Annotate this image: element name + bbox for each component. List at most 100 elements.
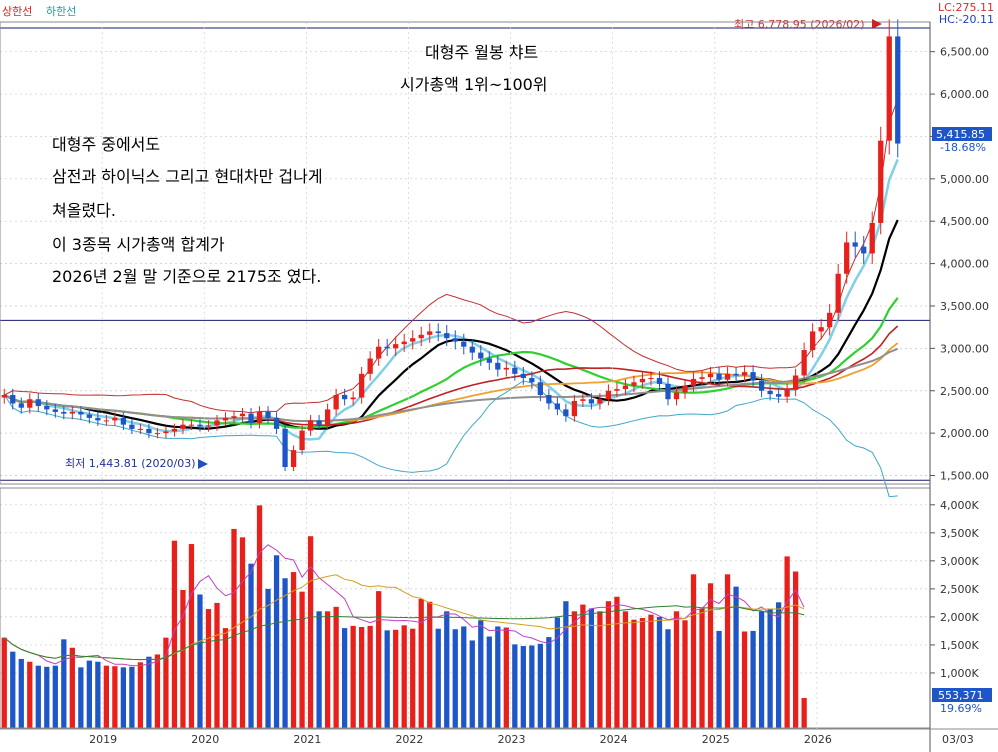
volume-bar — [707, 583, 714, 729]
candle-body — [580, 399, 586, 401]
candle-body — [376, 346, 382, 359]
volume-bar — [188, 544, 195, 729]
volume-bar — [690, 574, 697, 729]
candle-body — [656, 378, 663, 384]
year-tick-label: 2020 — [191, 733, 219, 746]
candle-body — [86, 414, 92, 418]
axes — [0, 21, 998, 752]
candle-body — [461, 341, 467, 347]
volume-bar — [741, 631, 748, 729]
candle-body — [801, 350, 807, 376]
candle-body — [571, 400, 578, 417]
candle-body — [154, 433, 161, 435]
volume-bar — [427, 601, 433, 729]
volume-bar — [341, 628, 348, 729]
volume-bar — [129, 666, 135, 729]
candle-body — [27, 399, 33, 408]
candle-body — [290, 450, 297, 468]
volume-bar — [95, 661, 101, 729]
candle-body — [605, 390, 612, 400]
volume-ma5-line — [3, 544, 805, 667]
candle-body — [273, 417, 280, 429]
hc-value: HC:-20.11 — [938, 13, 994, 26]
volume-bar — [469, 640, 475, 729]
last-volume: 553,371 — [938, 689, 984, 702]
volume-bar — [384, 630, 390, 729]
volume-bar — [724, 574, 731, 729]
volume-bar — [282, 578, 288, 729]
year-tick-label: 2025 — [702, 733, 730, 746]
volume-bar — [767, 608, 773, 729]
volume-bar — [639, 618, 646, 729]
candle-body — [852, 242, 858, 247]
volume-bar — [529, 645, 535, 729]
volume-bar — [10, 651, 16, 729]
volume-bar — [614, 596, 620, 729]
last-price-box — [932, 127, 992, 141]
candle-body — [427, 331, 433, 335]
candle-body — [61, 411, 67, 414]
volume-bar — [18, 658, 24, 729]
candle-body — [197, 424, 203, 427]
volume-bar — [444, 611, 450, 729]
volume-bars — [1, 505, 807, 729]
price-tick-label: 4,500.00 — [940, 215, 989, 228]
volume-bar — [673, 611, 680, 729]
volume-bar — [120, 667, 127, 729]
candle-body — [767, 390, 773, 395]
volume-bar — [137, 662, 144, 729]
volume-bar — [333, 606, 339, 729]
volume-tick-label: 1,500K — [940, 639, 979, 652]
candle-body — [307, 420, 314, 431]
time-axis-ticks: 2019 2020 2021 2022 2023 2024 2025 2026 — [89, 22, 832, 746]
candle-body — [120, 417, 127, 425]
volume-bar — [503, 627, 509, 729]
volume-bar — [265, 588, 271, 729]
candle-body — [818, 327, 824, 332]
candle-body — [384, 346, 390, 349]
volume-bar — [52, 665, 58, 729]
candle-body — [18, 403, 24, 408]
candle-body — [554, 403, 561, 410]
candle-body — [869, 222, 875, 254]
candle-body — [690, 378, 697, 386]
low-label: 최저 1,443.81 (2020/03) — [65, 457, 196, 470]
ma60-line — [3, 347, 899, 423]
volume-bar — [580, 604, 586, 729]
year-tick-label: 2019 — [89, 733, 117, 746]
ma10-line — [3, 219, 899, 430]
last-change: -18.68% — [940, 141, 986, 154]
volume-bar — [682, 620, 688, 729]
candle-body — [520, 373, 526, 379]
volume-bar — [290, 572, 297, 729]
volume-bar — [648, 614, 654, 729]
volume-bar — [239, 537, 246, 729]
candle-body — [1, 394, 7, 398]
candle-body — [52, 409, 58, 412]
candle-body — [597, 399, 603, 404]
legend-lower-line: 하한선 — [46, 5, 77, 18]
candle-body — [367, 358, 373, 374]
volume-bar — [44, 666, 50, 729]
volume-axis-ticks: 1,000K 1,500K 2,000K 2,500K 3,000K 3,500K 4,00… — [930, 499, 979, 680]
candle-body — [435, 331, 441, 334]
candle-body — [103, 420, 110, 422]
volume-bar — [205, 609, 212, 729]
volume-bar — [273, 555, 280, 729]
candle-body — [112, 417, 118, 421]
volume-bar — [27, 661, 33, 729]
lc-value: LC:275.11 — [937, 1, 994, 14]
volume-bar — [622, 611, 629, 729]
high-label: 최고 6,778.95 (2026/02) — [734, 18, 865, 31]
volume-bar — [69, 647, 75, 729]
volume-bar — [571, 611, 578, 729]
year-tick-label: 2026 — [804, 733, 832, 746]
candle-body — [299, 430, 305, 451]
volume-bar — [486, 636, 492, 729]
candle-body — [69, 411, 75, 414]
volume-bar — [197, 594, 203, 729]
volume-bar — [461, 626, 467, 729]
candle-body — [205, 425, 212, 427]
note-line-1: 대형주 중에서도 — [52, 135, 161, 154]
year-tick-label: 2021 — [293, 733, 321, 746]
